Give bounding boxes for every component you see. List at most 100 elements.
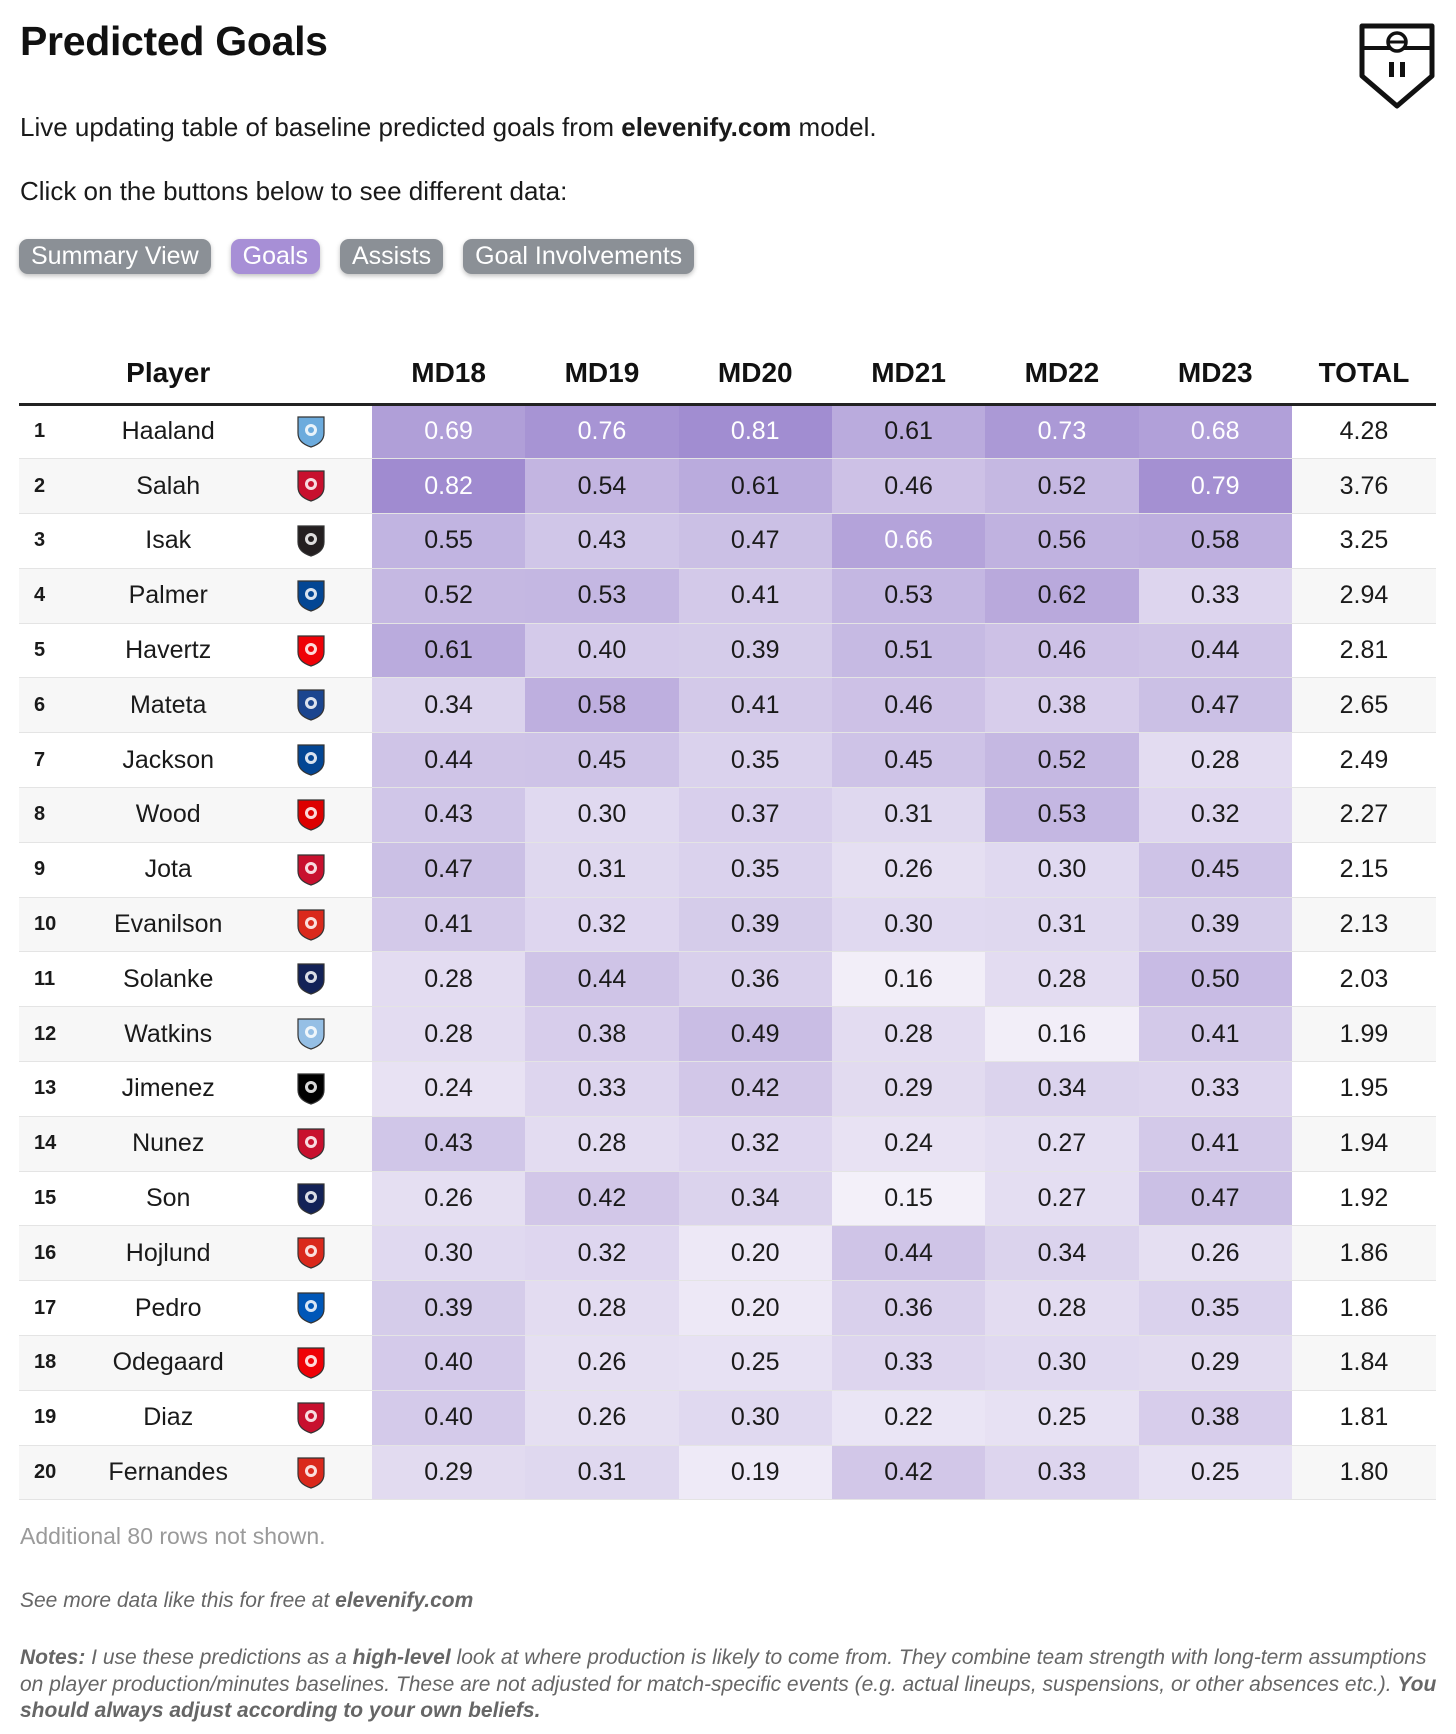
- club-crest-cell: [250, 1445, 372, 1500]
- md18-cell: 0.34: [371, 677, 526, 733]
- rank-cell: 1: [34, 420, 46, 443]
- table-row: 18 Odegaard 0.40 0.26 0.25 0.33 0.30 0.29 1.84: [19, 1335, 1436, 1391]
- md19-cell: 0.54: [525, 458, 679, 514]
- md21-cell: 0.53: [831, 568, 986, 624]
- md22-cell: 0.28: [985, 1280, 1139, 1336]
- md20-cell: 0.25: [678, 1335, 832, 1391]
- assists-button[interactable]: Assists: [339, 239, 444, 274]
- md19-cell: 0.38: [525, 1006, 679, 1062]
- rank-cell: 9: [34, 858, 46, 881]
- total-cell: 1.99: [1291, 1006, 1436, 1062]
- md20-cell: 0.35: [678, 732, 832, 788]
- md22-cell: 0.28: [985, 951, 1139, 1007]
- player-name: Son: [145, 1184, 191, 1213]
- md18-cell: 0.41: [371, 897, 526, 952]
- md19-cell: 0.31: [525, 1445, 679, 1500]
- player-name: Jackson: [122, 745, 215, 774]
- md21-cell: 0.42: [831, 1445, 986, 1500]
- md21-cell: 0.36: [831, 1280, 986, 1336]
- md18-cell: 0.82: [371, 458, 526, 514]
- md23-cell: 0.32: [1138, 787, 1292, 843]
- manutd-crest-icon: [297, 1237, 325, 1269]
- md19-cell: 0.53: [525, 568, 679, 624]
- forest-crest-icon: [297, 799, 325, 831]
- view-buttons: Summary View Goals Assists Goal Involvem…: [19, 239, 695, 274]
- total-cell: 2.13: [1291, 897, 1436, 952]
- tottenham-crest-icon: [297, 963, 325, 995]
- md22-cell: 0.53: [985, 787, 1139, 843]
- manutd-crest-icon: [297, 1456, 325, 1489]
- goal-involvements-button[interactable]: Goal Involvements: [463, 239, 695, 274]
- rank-cell: 3: [34, 529, 46, 552]
- table-row: 15 Son 0.26 0.42 0.34 0.15 0.27 0.47 1.92: [19, 1171, 1436, 1226]
- md23-cell: 0.79: [1138, 458, 1292, 514]
- club-crest-cell: [251, 733, 372, 788]
- md22-cell: 0.34: [985, 1061, 1139, 1117]
- md21-cell: 0.45: [831, 732, 986, 788]
- md23-cell: 0.39: [1138, 897, 1292, 952]
- md20-cell: 0.49: [678, 1006, 832, 1062]
- total-header: TOTAL: [1318, 357, 1410, 389]
- footer-site-link[interactable]: elevenify.com: [335, 1589, 474, 1612]
- md21-header: MD21: [871, 357, 946, 389]
- table-row: 4 Palmer 0.52 0.53 0.41 0.53 0.62 0.33 2.94: [19, 568, 1436, 624]
- club-crest-cell: [251, 842, 372, 897]
- total-cell: 1.92: [1339, 1184, 1389, 1213]
- player-name: Diaz: [143, 1403, 194, 1432]
- md18-cell: 0.55: [371, 513, 526, 569]
- md21-cell: 0.33: [831, 1335, 986, 1391]
- total-cell: 1.86: [1291, 1225, 1436, 1281]
- md18-cell: 0.43: [371, 1116, 526, 1172]
- md20-cell: 0.36: [678, 951, 832, 1007]
- md20-cell: 0.37: [678, 787, 832, 843]
- md20-cell: 0.20: [678, 1225, 832, 1281]
- goals-button[interactable]: Goals: [230, 239, 320, 274]
- md19-cell: 0.26: [525, 1335, 679, 1391]
- md21-cell: 0.61: [831, 404, 986, 459]
- chelsea-crest-icon: [297, 744, 325, 776]
- md22-cell: 0.27: [985, 1116, 1139, 1172]
- md21-cell: 0.29: [831, 1061, 986, 1117]
- chelsea-crest-icon: [297, 580, 325, 612]
- md18-cell: 0.29: [371, 1445, 526, 1500]
- club-header: [251, 344, 372, 404]
- club-crest-cell: [250, 1006, 372, 1062]
- rank-cell: 19: [34, 1406, 57, 1429]
- table-row: 19 Diaz 0.40 0.26 0.30 0.22 0.25 0.38 1.81: [19, 1390, 1436, 1446]
- table-row: 5 Havertz 0.61 0.40 0.39 0.51 0.46 0.44 2.81: [19, 623, 1436, 678]
- md23-cell: 0.47: [1138, 1171, 1292, 1226]
- md23-cell: 0.38: [1138, 1390, 1292, 1446]
- club-crest-cell: [250, 458, 372, 514]
- total-cell: 1.84: [1291, 1335, 1436, 1391]
- rank-cell: 6: [19, 677, 86, 733]
- bournemouth-crest-icon: [297, 908, 325, 941]
- notes: Notes: I use these predictions as a high…: [20, 1646, 1437, 1722]
- md19-cell: 0.32: [525, 897, 679, 952]
- md19-cell: 0.42: [525, 1171, 679, 1226]
- md22-cell: 0.52: [985, 458, 1139, 514]
- total-cell: 1.86: [1339, 1293, 1389, 1322]
- club-crest-cell: [250, 1225, 372, 1281]
- table-header-row: Player MD18 MD19 MD20 MD21 MD22 MD23 TOT…: [19, 344, 1436, 404]
- player-name: Watkins: [85, 1006, 251, 1062]
- summary-view-button[interactable]: Summary View: [19, 239, 211, 274]
- player-name: Havertz: [125, 636, 212, 665]
- md20-cell: 0.42: [678, 1061, 832, 1117]
- md19-cell: 0.28: [525, 1280, 679, 1336]
- md19-cell: 0.76: [525, 404, 679, 459]
- md22-cell: 0.30: [985, 1335, 1139, 1391]
- rank-header: [19, 344, 86, 404]
- total-cell: 1.94: [1291, 1116, 1436, 1172]
- rank-cell: 4: [19, 568, 86, 624]
- total-cell: 2.49: [1339, 745, 1389, 774]
- see-more-text: See more data like this for free at elev…: [20, 1589, 474, 1612]
- md23-cell: 0.41: [1138, 1006, 1292, 1062]
- table-row: 9 Jota 0.47 0.31 0.35 0.26 0.30 0.45 2.15: [19, 842, 1436, 898]
- md19-cell: 0.32: [525, 1225, 679, 1281]
- md23-cell: 0.33: [1138, 568, 1292, 624]
- md23-cell: 0.25: [1138, 1445, 1292, 1500]
- md18-cell: 0.39: [371, 1280, 526, 1336]
- site-link[interactable]: elevenify.com: [621, 112, 792, 142]
- md18-cell: 0.44: [371, 732, 526, 788]
- club-crest-cell: [251, 1390, 372, 1445]
